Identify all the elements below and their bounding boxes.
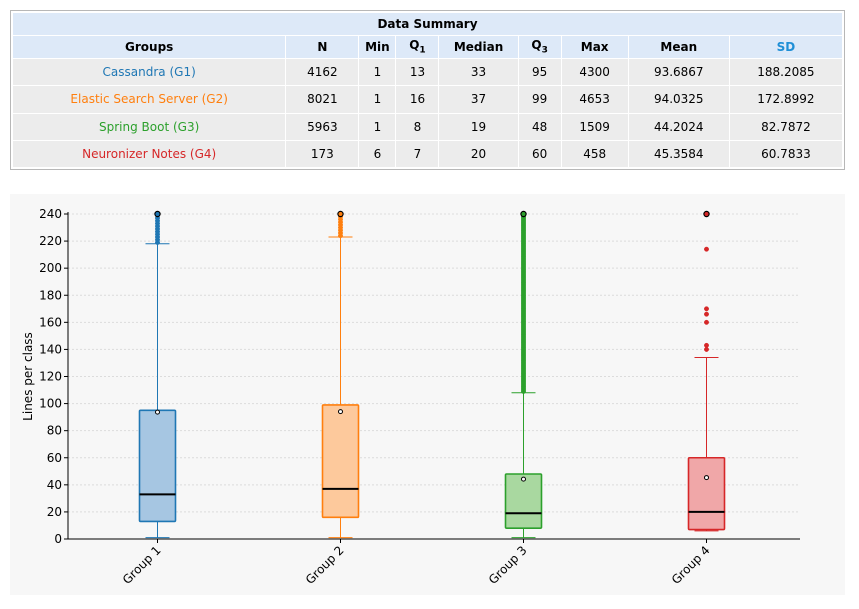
table-title: Data Summary (13, 13, 842, 35)
outlier-point (704, 342, 709, 348)
header-mean: Mean (628, 36, 729, 58)
header-min: Min (359, 36, 396, 58)
cell-n: 5963 (286, 113, 359, 140)
y-tick-label: 160 (39, 315, 62, 329)
cell-q3: 95 (518, 59, 561, 86)
box-plot-chart: 0 20 40 60 80 100 120 140 160 180 200 220 240 Lines p… (21, 207, 800, 587)
cell-q1: 16 (396, 86, 439, 113)
cell-n: 173 (286, 140, 359, 167)
mean-marker (704, 475, 709, 481)
mean-marker (338, 409, 343, 415)
cell-q1: 8 (396, 113, 439, 140)
y-tick-label: 180 (39, 288, 62, 302)
header-max: Max (561, 36, 628, 58)
header-median: Median (439, 36, 518, 58)
table-row: Cassandra (G1) 4162 1 13 33 95 4300 93.6… (13, 59, 842, 86)
x-tick-label: Group 4 (669, 543, 713, 587)
data-summary-table: Data Summary Groups N Min Q1 Median Q3 M… (10, 10, 845, 170)
y-tick-label: 60 (47, 451, 62, 465)
iqr-box (321, 404, 360, 519)
y-axis-label: Lines per class (21, 332, 35, 421)
header-q3: Q3 (518, 36, 561, 58)
y-tick-label: 100 (39, 397, 62, 411)
header-groups: Groups (13, 36, 286, 58)
x-tick-label: Group 3 (486, 543, 530, 587)
header-n: N (286, 36, 359, 58)
cell-min: 1 (359, 59, 396, 86)
cell-min: 1 (359, 86, 396, 113)
cell-sd: 172.8992 (729, 86, 842, 113)
cell-n: 4162 (286, 59, 359, 86)
y-tick-label: 20 (47, 505, 62, 519)
cell-q1: 13 (396, 59, 439, 86)
y-tick-label: 200 (39, 261, 62, 275)
cell-max: 1509 (561, 113, 628, 140)
cell-q3: 60 (518, 140, 561, 167)
y-tick-label: 220 (39, 234, 62, 248)
iqr-box (504, 473, 543, 529)
cell-sd: 188.2085 (729, 59, 842, 86)
table-row: Spring Boot (G3) 5963 1 8 19 48 1509 44.… (13, 113, 842, 140)
cell-min: 1 (359, 113, 396, 140)
y-tick-label: 240 (39, 207, 62, 221)
group-name: Neuronizer Notes (G4) (13, 140, 286, 167)
header-q1: Q1 (396, 36, 439, 58)
group-name: Cassandra (G1) (13, 59, 286, 86)
cell-median: 33 (439, 59, 518, 86)
cell-sd: 60.7833 (729, 140, 842, 167)
box-plot-panel: 0 20 40 60 80 100 120 140 160 180 200 220 240 Lines p… (10, 194, 845, 595)
outlier-point (337, 210, 344, 218)
cell-mean: 44.2024 (628, 113, 729, 140)
y-tick-label: 40 (47, 478, 62, 492)
iqr-box (687, 456, 726, 531)
mean-marker (521, 476, 526, 482)
outlier-point (154, 210, 161, 218)
outlier-point (704, 306, 709, 312)
outlier-point (520, 210, 527, 218)
y-tick-label: 0 (54, 532, 62, 546)
outlier-point (704, 319, 709, 325)
table-row: Elastic Search Server (G2) 8021 1 16 37 … (13, 86, 842, 113)
cell-q3: 99 (518, 86, 561, 113)
group-name: Spring Boot (G3) (13, 113, 286, 140)
cell-q3: 48 (518, 113, 561, 140)
cell-median: 19 (439, 113, 518, 140)
cell-mean: 94.0325 (628, 86, 729, 113)
table-row: Neuronizer Notes (G4) 173 6 7 20 60 458 … (13, 140, 842, 167)
cell-min: 6 (359, 140, 396, 167)
cell-sd: 82.7872 (729, 113, 842, 140)
outlier-point (704, 246, 709, 252)
y-tick-label: 120 (39, 370, 62, 384)
y-tick-label: 140 (39, 342, 62, 356)
cell-median: 37 (439, 86, 518, 113)
cell-max: 458 (561, 140, 628, 167)
outlier-point (703, 210, 710, 218)
x-tick-label: Group 2 (303, 543, 347, 587)
cell-median: 20 (439, 140, 518, 167)
outlier-point (704, 311, 709, 317)
outlier-point (704, 346, 709, 352)
cell-max: 4653 (561, 86, 628, 113)
cell-mean: 93.6867 (628, 59, 729, 86)
iqr-box (138, 409, 177, 523)
mean-marker (155, 409, 160, 415)
x-tick-label: Group 1 (120, 543, 164, 587)
cell-max: 4300 (561, 59, 628, 86)
cell-q1: 7 (396, 140, 439, 167)
cell-n: 8021 (286, 86, 359, 113)
group-name: Elastic Search Server (G2) (13, 86, 286, 113)
cell-mean: 45.3584 (628, 140, 729, 167)
header-sd[interactable]: SD (729, 36, 842, 58)
y-tick-label: 80 (47, 424, 62, 438)
